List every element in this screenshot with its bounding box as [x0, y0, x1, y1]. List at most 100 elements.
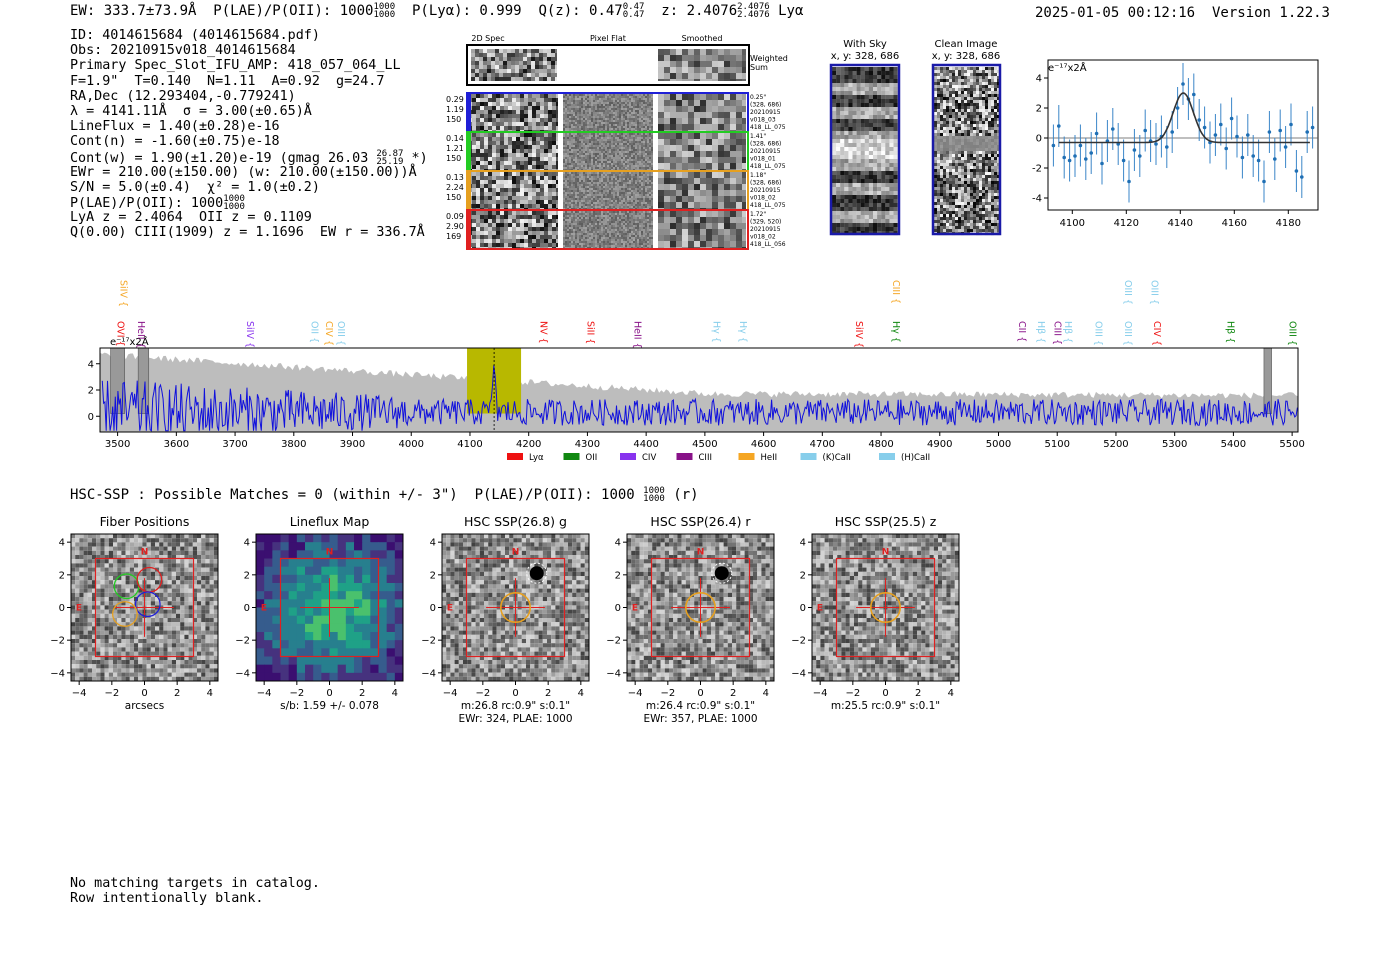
bright-source — [529, 566, 544, 581]
timestamp: 2025-01-05 00:12:16 — [1034, 5, 1196, 21]
hsc-xtick-label: 0 — [512, 688, 518, 699]
hsc-panel-1: Fiber Positions N E −4 −2 0 2 4 −4 −2 0 2 4 arcsecs — [50, 514, 219, 712]
spectrum-xtick-label: 4000 — [399, 439, 424, 450]
line-marker-label: OVI { — [115, 321, 126, 347]
hsc-xtick-label: 0 — [141, 688, 147, 699]
zoom-data-point — [1262, 179, 1266, 184]
legend-label: HeII — [761, 453, 778, 463]
compass-east: E — [632, 604, 638, 614]
spec-cutouts: 2D Spec Pixel Flat Smoothed Weighted Sum… — [446, 34, 788, 250]
cutout-pixelflat — [563, 211, 653, 248]
hsc-panel-title: HSC SSP(26.8) g — [464, 514, 567, 529]
hsc-ytick-label: 4 — [615, 538, 621, 549]
zoom-ytick-label: 4 — [1036, 74, 1042, 85]
zoom-xtick-label: 4160 — [1222, 218, 1247, 229]
compass-east: E — [76, 604, 82, 614]
cutout-row-marker — [467, 132, 471, 171]
summary-bar: EW: 333.7±73.9Å P(LAE)/P(OII): 1000 1000 1… — [70, 2, 804, 20]
legend-label: (H)CaII — [901, 453, 930, 463]
hsc-ytick-label: 2 — [615, 570, 621, 581]
spectrum-xtick-label: 5300 — [1162, 439, 1187, 450]
cutout-row-meta: 1.18" — [750, 172, 766, 179]
spectrum-xtick-label: 4300 — [575, 439, 600, 450]
zoom-data-point — [1154, 142, 1158, 146]
info-contw: Cont(w) = 1.90(±1.20)e-19 (gmag 26.03 26… — [70, 148, 428, 167]
cutout-row-meta: 1.72" — [750, 211, 766, 218]
weighted-sum-2dspec — [471, 49, 557, 81]
zoom-data-point — [1305, 130, 1309, 134]
footer-line-1: No matching targets in catalog. — [70, 876, 320, 891]
spectrum-xtick-label: 4600 — [751, 439, 776, 450]
with-sky-image — [829, 63, 901, 236]
compass-north: N — [697, 548, 705, 558]
cutout-pixelflat — [563, 172, 653, 209]
hsc-xtick-label: −2 — [845, 688, 860, 699]
z-value: z: 2.4076 — [661, 3, 738, 19]
hsc-xtick-label: 4 — [392, 688, 398, 699]
weighted-sum-smoothed — [658, 49, 746, 81]
hsc-xtick-label: −2 — [289, 688, 304, 699]
line-marker-label: Hβ { — [1035, 321, 1046, 343]
hsc-panel-title: HSC SSP(26.4) r — [650, 514, 751, 529]
line-marker-label: NV { — [538, 321, 549, 344]
cutout-row-meta: (328, 686) — [750, 102, 781, 109]
zoom-data-point — [1235, 134, 1239, 139]
hsc-panel-4: HSC SSP(26.4) r N E −4 −2 0 2 4 −4 −2 0 2 4 m:26.4 rc… — [606, 514, 775, 725]
hsc-ytick-label: 4 — [244, 538, 250, 549]
legend-label: OII — [586, 453, 598, 463]
spectrum-xtick-label: 4200 — [516, 439, 541, 450]
cutout-row-stat: 169 — [446, 232, 461, 241]
hsc-image-pixels — [71, 534, 218, 681]
hsc-xtick-label: 2 — [545, 688, 551, 699]
zoom-data-point — [1202, 125, 1207, 130]
catalog-footer: No matching targets in catalog. Row inte… — [70, 876, 320, 906]
detection-aperture — [869, 592, 901, 624]
hsc-ytick-label: 4 — [800, 538, 806, 549]
legend-label: (K)CaII — [823, 453, 851, 463]
hsc-xtick-label: −4 — [257, 688, 272, 699]
cutout-row-stat: 150 — [446, 154, 461, 163]
hsc-ytick-label: −4 — [235, 668, 250, 679]
hsc-ytick-label: −2 — [606, 636, 621, 647]
search-box — [650, 557, 751, 658]
line-marker-label: CIV { — [323, 321, 334, 346]
hsc-ytick-label: 0 — [244, 603, 250, 614]
timestamp-version: 2025-01-05 00:12:16 Version 1.22.3 — [1035, 5, 1330, 21]
hsc-xtick-label: 2 — [174, 688, 180, 699]
zoom-data-point — [1143, 128, 1147, 133]
info-contn: Cont(n) = -1.60(±0.75)e-18 — [70, 134, 280, 150]
detection-info: ID: 4014615684 (4014615684.pdf) Obs: 202… — [70, 28, 428, 241]
hsc-xtick-label: 4 — [578, 688, 584, 699]
line-marker-label: HeII { — [135, 321, 146, 349]
cutout-row-meta: 418_LL_075 — [750, 163, 786, 170]
cutout-row-meta: 20210915 — [750, 148, 781, 155]
spectrum-legend: Lyα OII CIV CIII HeII (K)CaII (H)CaII — [507, 453, 930, 463]
spectrum-xtick-label: 3500 — [105, 439, 130, 450]
compass-east: E — [817, 604, 823, 614]
line-marker-label: SiII { — [585, 321, 596, 344]
zoom-data-point — [1067, 158, 1072, 163]
plya-value: P(Lyα): 0.999 — [412, 3, 522, 19]
zoom-data-point — [1165, 145, 1169, 149]
hsc-ytick-label: 0 — [430, 603, 436, 614]
zoom-data-point — [1062, 155, 1066, 160]
info-ewr: EWr = 210.00(±150.00) (w: 210.00(±150.00… — [70, 164, 417, 180]
line-marker-label: OIII { — [1148, 280, 1159, 305]
hsc-panels: Fiber Positions N E −4 −2 0 2 4 −4 −2 0 2 4 arcsecs Li… — [50, 514, 960, 725]
cutout-row-meta: v018_02 — [750, 234, 776, 241]
hsc-ytick-label: 0 — [59, 603, 65, 614]
cutout-row-stat: 0.14 — [446, 134, 464, 143]
cutout-row-meta: v018_03 — [750, 117, 776, 124]
hsc-xtick-label: 2 — [359, 688, 365, 699]
full-spectrum-chart: 3500 3600 3700 3800 3900 4000 4100 4200 4300 4400… — [88, 280, 1305, 463]
zoom-data-point — [1283, 145, 1288, 149]
hsc-caption: s/b: 1.59 +/- 0.078 — [280, 700, 379, 712]
line-marker-label: CII { — [1016, 321, 1027, 342]
spectrum-xtick-label: 3800 — [281, 439, 306, 450]
zoom-data-point — [1175, 106, 1180, 110]
info-sn: S/N = 5.0(±0.4) χ² = 1.0(±0.2) — [70, 179, 320, 195]
cutout-header-pixelflat: Pixel Flat — [590, 34, 626, 43]
zoom-data-point — [1121, 158, 1126, 163]
